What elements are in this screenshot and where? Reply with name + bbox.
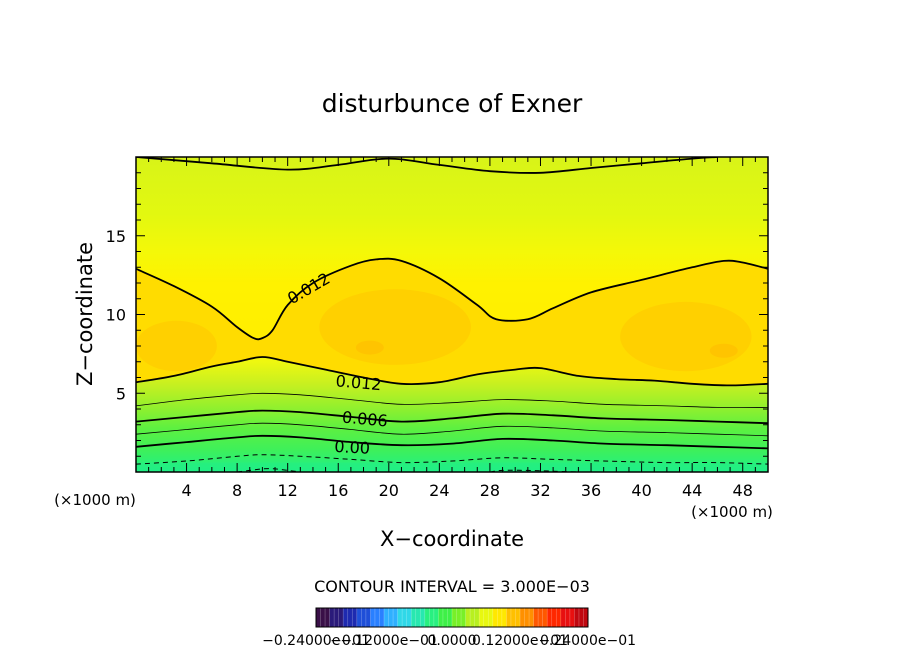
x-tick-label: 28	[480, 481, 500, 500]
fill-core-2	[620, 301, 752, 372]
colorbar-swatch	[384, 608, 398, 627]
colorbar-labels: −0.24000e−01−0.12000e−010.00000.12000e−0…	[262, 633, 636, 649]
y-axis-title: Z−coordinate	[73, 242, 97, 386]
x-axis-title: X−coordinate	[380, 527, 524, 551]
colorbar-swatch	[465, 608, 480, 627]
colorbar-label: 0.0000	[428, 633, 477, 649]
colorbar-swatch	[574, 608, 589, 627]
contour-layer	[136, 157, 768, 472]
y-unit-label: (×1000 m)	[54, 491, 136, 509]
colorbar-label: 0.24000e−01	[540, 633, 636, 649]
contour-label: 0.012	[335, 371, 382, 394]
contour-line-5	[136, 422, 768, 437]
colorbar-swatch	[343, 608, 358, 627]
colorbar-swatch	[356, 608, 371, 627]
x-tick-label: 32	[530, 481, 550, 500]
contour-interval-text: CONTOUR INTERVAL = 3.000E−03	[314, 577, 590, 596]
contour-line-2	[136, 356, 768, 387]
colorbar-frame	[315, 607, 589, 628]
x-tick-label: 48	[733, 481, 753, 500]
contour-line-3	[136, 392, 768, 408]
colorbar-swatch	[547, 608, 562, 627]
colorbar-swatch	[533, 608, 548, 627]
colorbar-swatch	[438, 608, 453, 627]
fill-peak-1	[709, 343, 738, 358]
fill-peak-0	[355, 340, 384, 355]
plot-area	[136, 157, 768, 472]
x-unit-label: (×1000 m)	[691, 503, 773, 521]
colorbar-swatch	[316, 608, 330, 627]
chart-title: disturbunce of Exner	[322, 89, 583, 118]
colorbar-swatch	[452, 608, 466, 627]
x-tick-label: 4	[181, 481, 191, 500]
colorbar-swatch	[411, 608, 426, 627]
contour-label: 0.00	[334, 437, 371, 458]
colorbar-swatch	[479, 608, 494, 627]
y-tick-label: 5	[116, 384, 126, 403]
colorbar	[315, 607, 589, 628]
contour-line-7	[136, 454, 768, 465]
y-tick-label: 10	[106, 306, 126, 325]
x-tick-label: 44	[682, 481, 702, 500]
contour-line-6	[136, 434, 768, 450]
x-tick-label: 24	[429, 481, 449, 500]
colorbar-swatch	[492, 608, 507, 627]
x-tick-label: 20	[379, 481, 399, 500]
colorbar-label: −0.24000e−01	[262, 633, 370, 649]
colorbar-swatch	[329, 608, 344, 627]
contour-line-1	[136, 257, 768, 341]
fill-core-0	[136, 320, 217, 372]
colorbar-label: −0.12000e−01	[330, 633, 438, 649]
x-tick-label: 8	[232, 481, 242, 500]
x-tick-label: 12	[278, 481, 298, 500]
colorbar-label: 0.12000e−01	[472, 633, 568, 649]
contour-line-4	[136, 409, 768, 425]
fill-core-1	[319, 289, 471, 365]
contour-line-0	[136, 157, 718, 174]
colorbar-swatch	[397, 608, 412, 627]
x-tick-label: 40	[631, 481, 651, 500]
colorbar-swatch	[370, 608, 385, 627]
contour-label: 0.006	[341, 408, 388, 431]
x-tick-label: 16	[328, 481, 348, 500]
colorbar-swatch	[560, 608, 575, 627]
y-tick-label: 15	[106, 227, 126, 246]
colorbar-swatch	[520, 608, 534, 627]
colorbar-swatch	[506, 608, 521, 627]
x-tick-label: 36	[581, 481, 601, 500]
contour-line-8	[237, 468, 301, 472]
colorbar-swatch	[424, 608, 439, 627]
